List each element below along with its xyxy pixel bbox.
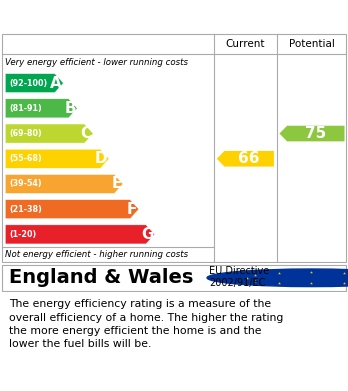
Text: (92-100): (92-100): [9, 79, 48, 88]
Text: EU Directive
2002/91/EC: EU Directive 2002/91/EC: [209, 266, 269, 288]
Text: The energy efficiency rating is a measure of the
overall efficiency of a home. T: The energy efficiency rating is a measur…: [9, 300, 283, 349]
Text: Not energy efficient - higher running costs: Not energy efficient - higher running co…: [5, 250, 188, 259]
Bar: [2, 265, 346, 291]
Text: Very energy efficient - lower running costs: Very energy efficient - lower running co…: [5, 58, 188, 67]
Text: A: A: [50, 75, 62, 91]
Text: (81-91): (81-91): [9, 104, 42, 113]
Text: 66: 66: [238, 151, 260, 166]
Polygon shape: [279, 126, 345, 142]
Text: D: D: [95, 151, 108, 166]
Text: (55-68): (55-68): [9, 154, 42, 163]
Polygon shape: [5, 225, 155, 244]
Text: 75: 75: [305, 126, 326, 141]
Polygon shape: [5, 149, 109, 169]
Text: F: F: [127, 202, 137, 217]
Polygon shape: [5, 174, 123, 194]
Polygon shape: [217, 151, 274, 167]
Polygon shape: [5, 199, 139, 219]
Text: England & Wales: England & Wales: [9, 268, 193, 287]
Text: C: C: [81, 126, 92, 141]
Text: B: B: [64, 101, 76, 116]
Text: (69-80): (69-80): [9, 129, 42, 138]
Text: Current: Current: [226, 39, 265, 49]
Circle shape: [207, 269, 348, 287]
Text: (21-38): (21-38): [9, 204, 42, 213]
Text: Energy Efficiency Rating: Energy Efficiency Rating: [9, 7, 249, 25]
Text: G: G: [141, 227, 153, 242]
Text: Potential: Potential: [288, 39, 334, 49]
Polygon shape: [5, 124, 93, 143]
Text: (1-20): (1-20): [9, 230, 37, 239]
Text: (39-54): (39-54): [9, 179, 42, 188]
Text: E: E: [111, 176, 122, 192]
Polygon shape: [5, 99, 77, 118]
Polygon shape: [5, 74, 63, 93]
